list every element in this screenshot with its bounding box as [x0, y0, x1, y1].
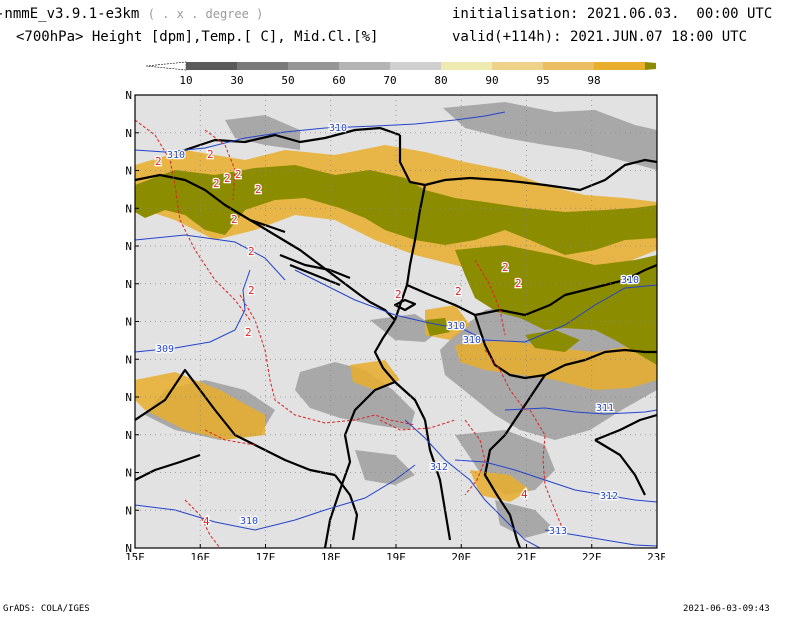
temperature-contour-label: 2 [455, 285, 462, 298]
lat-tick-label: 45.5N [125, 90, 132, 102]
render-timestamp: 2021-06-03-09:43 [683, 604, 770, 614]
lon-tick-label: 21E [517, 551, 537, 560]
lon-tick-label: 22E [582, 551, 602, 560]
temperature-contour-label: 2 [235, 168, 242, 181]
valid-time: valid(+114h): 2021.JUN.07 18:00 UTC [452, 29, 748, 45]
lat-tick-label: 41N [125, 429, 132, 442]
colorbar-box [237, 62, 288, 70]
lat-tick-label: 40.5N [125, 467, 132, 480]
lat-tick-label: 43.5N [125, 240, 132, 253]
colorbar-box [339, 62, 390, 70]
model-title: -nmmE_v3.9.1-e3km ( . x . degree ) [0, 6, 263, 22]
colorbar-box [186, 62, 237, 70]
height-contour-label: 310 [621, 275, 639, 286]
grid-note: ( . x . degree ) [147, 7, 264, 21]
latitude-tick-labels: 45.5N 45N 44.5N 44N 43.5N 43N 42.5N 42N 41.5N 41N… [125, 90, 139, 555]
temperature-contour-label: 2 [502, 261, 509, 274]
grads-credit: GrADS: COLA/IGES [3, 604, 90, 614]
height-contour-label: 310 [329, 123, 347, 134]
lat-tick-label: 39.5N [125, 542, 132, 555]
temperature-contour-label: 2 [155, 155, 162, 168]
lat-lon-grid [135, 95, 657, 548]
height-contour-label: 312 [430, 462, 448, 473]
height-contour-labels: 310 310 310 310 310 309 311 312 312 313 310 [155, 122, 641, 539]
height-contour-label: 311 [596, 403, 614, 414]
colorbar-box [492, 62, 543, 70]
country-borders [135, 126, 657, 548]
lon-tick-label: 20E [451, 551, 471, 560]
height-contour-label: 313 [549, 526, 567, 537]
initialisation-time: initialisation: 2021.06.03. 00:00 UTC [452, 6, 773, 22]
lon-tick-label: 18E [321, 551, 341, 560]
longitude-tick-labels: 15E 16E 17E 18E 19E 20E 21E 22E 23E [125, 544, 665, 560]
height-contour-label: 310 [463, 335, 481, 346]
height-contours [135, 111, 657, 548]
fields-subtitle: <700hPa> Height [dpm],Temp.[ C], Mid.Cl.… [16, 29, 379, 45]
temperature-contour-label: 2 [248, 245, 255, 258]
lat-tick-label: 41.5N [125, 391, 132, 404]
temperature-contour-label: 2 [395, 288, 402, 301]
height-contour-label: 310 [240, 516, 258, 527]
lat-tick-label: 40N [125, 504, 132, 517]
temperature-contours [135, 119, 566, 548]
temperature-contour-label: 2 [248, 284, 255, 297]
temperature-contour-label: 2 [207, 148, 214, 161]
height-contour-label: 310 [167, 150, 185, 161]
colorbar-box [288, 62, 339, 70]
temperature-contour-label: 2 [245, 326, 252, 339]
height-contour-label: 309 [156, 344, 174, 355]
colorbar-label: 10 [179, 74, 192, 87]
lat-tick-label: 44N [125, 202, 132, 215]
height-contour-label: 312 [600, 491, 618, 502]
colorbar-label: 50 [281, 74, 294, 87]
colorbar-low-end [146, 61, 187, 71]
lat-tick-label: 43N [125, 278, 132, 291]
colorbar-legend: 10 30 50 60 70 80 90 95 98 [146, 61, 656, 87]
colorbar-label: 30 [230, 74, 243, 87]
colorbar-label: 90 [485, 74, 498, 87]
colorbar-box [594, 62, 645, 70]
model-name: -nmmE_v3.9.1-e3km [0, 6, 140, 22]
colorbar-label: 98 [587, 74, 600, 87]
lon-tick-label: 15E [125, 551, 145, 560]
lat-tick-label: 42.5N [125, 316, 132, 329]
temperature-contour-label: 4 [521, 488, 528, 501]
temperature-contour-label: 2 [224, 172, 231, 185]
colorbar-box [543, 62, 594, 70]
lat-tick-label: 44.5N [125, 165, 132, 178]
colorbar-label: 95 [536, 74, 549, 87]
colorbar-label: 60 [332, 74, 345, 87]
temperature-contour-label: 4 [203, 515, 210, 528]
colorbar-high-end [645, 62, 656, 70]
lat-tick-label: 42N [125, 353, 132, 366]
colorbar-label: 80 [434, 74, 447, 87]
temperature-contour-label: 2 [515, 277, 522, 290]
colorbar-box [441, 62, 492, 70]
temperature-contour-label: 2 [255, 183, 262, 196]
height-contour-label: 310 [447, 321, 465, 332]
colorbar-label: 70 [383, 74, 396, 87]
lon-tick-label: 19E [386, 551, 406, 560]
lon-tick-label: 23E [647, 551, 665, 560]
lon-tick-label: 16E [190, 551, 210, 560]
lat-tick-label: 45N [125, 127, 132, 140]
temperature-contour-label: 2 [213, 177, 220, 190]
lon-tick-label: 17E [256, 551, 276, 560]
temperature-contour-label: 2 [231, 213, 238, 226]
colorbar-box [390, 62, 441, 70]
